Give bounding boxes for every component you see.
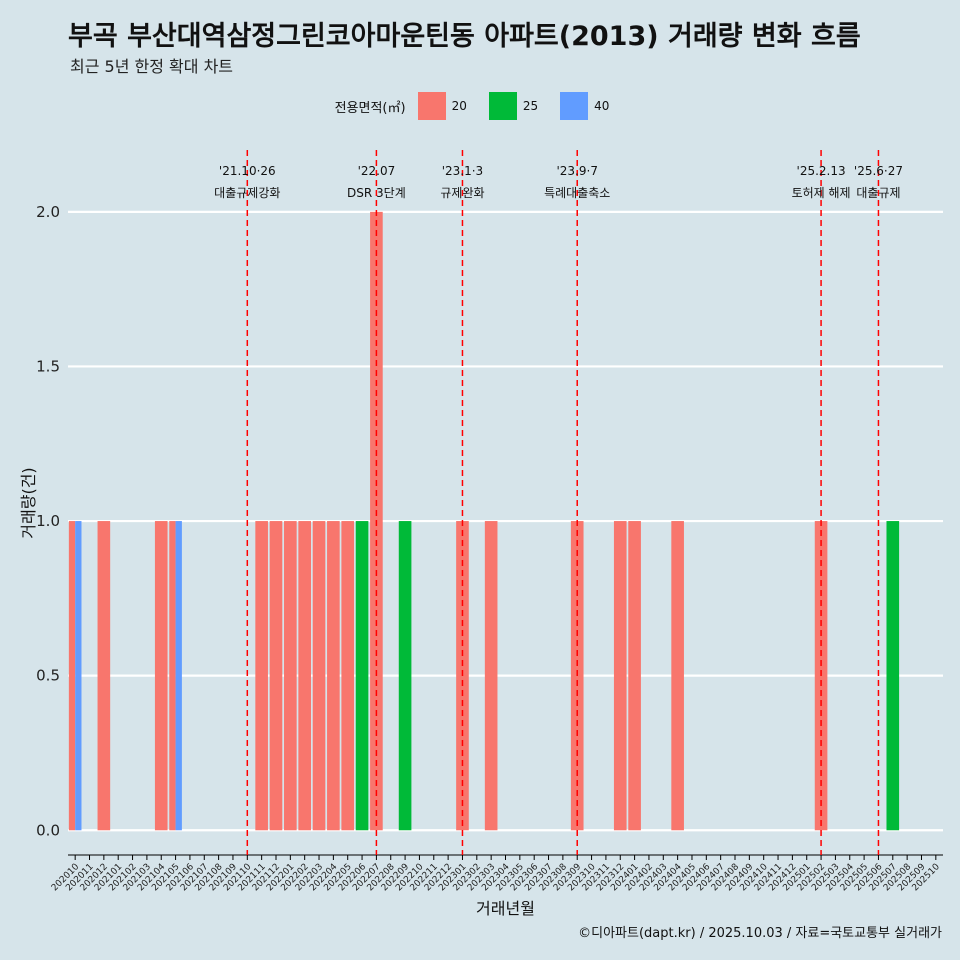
- event-label: DSR 3단계: [347, 186, 406, 200]
- event-label: 규제완화: [440, 186, 484, 200]
- x-axis-title: 거래년월: [476, 899, 535, 918]
- chart-subtitle: 최근 5년 한정 확대 차트: [70, 57, 234, 76]
- legend-label-25: 25: [522, 99, 539, 113]
- y-axis-title: 거래량(건): [19, 467, 38, 538]
- bar: [613, 521, 627, 831]
- legend: 전용면적(㎡) 20 25 40: [0, 92, 960, 120]
- bar: [671, 521, 684, 831]
- chart-title: 부곡 부산대역삼정그린코아마운틴동 아파트(2013) 거래량 변화 흐름: [68, 21, 861, 52]
- y-tick-label: 0.5: [36, 667, 60, 685]
- bar: [355, 521, 369, 831]
- legend-swatch-25: [488, 92, 517, 120]
- bar: [169, 521, 176, 831]
- bar: [484, 521, 498, 831]
- bar: [75, 521, 82, 831]
- bar: [312, 521, 326, 831]
- event-label: 대출규제강화: [214, 186, 280, 200]
- event-date: '25.2.13: [797, 164, 846, 178]
- y-tick-label: 1.0: [36, 512, 60, 530]
- y-tick-label: 2.0: [36, 203, 60, 221]
- event-label: 토허제 해제: [792, 186, 851, 200]
- bar: [341, 521, 355, 831]
- bar: [97, 521, 111, 831]
- event-label: 대출규제: [856, 186, 900, 200]
- event-date: '23.9·7: [556, 164, 597, 178]
- bar: [154, 521, 168, 831]
- y-tick-label: 1.5: [36, 357, 60, 375]
- bar: [269, 521, 283, 831]
- event-date: '25.6·27: [854, 164, 903, 178]
- bar: [175, 521, 182, 831]
- bar: [298, 521, 311, 831]
- legend-label-40: 40: [594, 99, 610, 113]
- bar: [886, 521, 900, 831]
- bar: [255, 521, 268, 831]
- legend-label-20: 20: [451, 99, 467, 113]
- bar: [284, 521, 297, 831]
- legend-swatch-40: [560, 92, 589, 120]
- bar: [68, 521, 76, 831]
- legend-title: 전용면적(㎡): [334, 100, 406, 116]
- y-tick-label: 0.0: [36, 821, 60, 839]
- event-date: '21.10·26: [219, 164, 276, 178]
- source-caption: ©디아파트(dapt.kr) / 2025.10.03 / 자료=국토교통부 실…: [578, 926, 942, 941]
- bar: [398, 521, 412, 831]
- event-date: '23.1·3: [442, 164, 483, 178]
- event-date: '22.07: [358, 164, 396, 178]
- legend-swatch-20: [417, 92, 446, 120]
- bar: [327, 521, 340, 831]
- event-label: 특례대출축소: [544, 186, 610, 200]
- bar: [628, 521, 641, 831]
